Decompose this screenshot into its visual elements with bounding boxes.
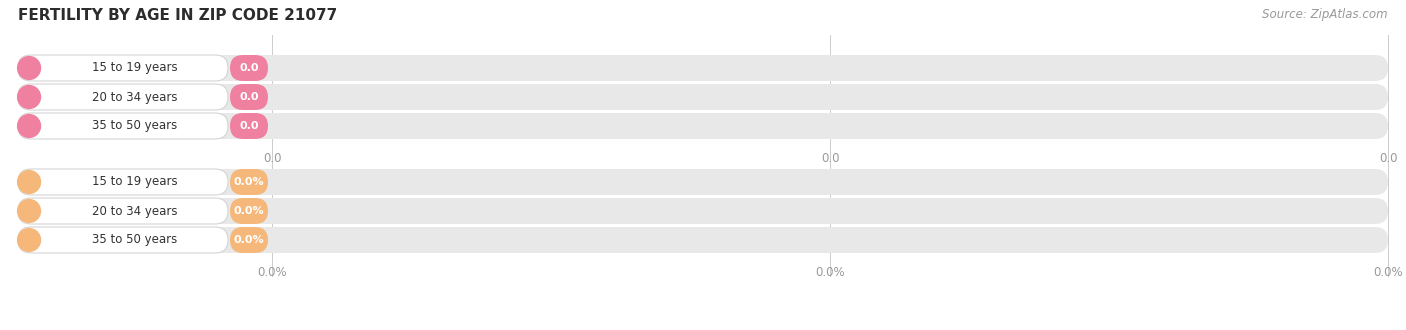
FancyBboxPatch shape: [18, 169, 1388, 195]
FancyBboxPatch shape: [18, 198, 228, 224]
Text: 0.0%: 0.0%: [233, 235, 264, 245]
Text: 0.0: 0.0: [1379, 152, 1398, 165]
Text: 35 to 50 years: 35 to 50 years: [91, 234, 177, 247]
Text: 0.0%: 0.0%: [815, 266, 845, 279]
Text: 35 to 50 years: 35 to 50 years: [91, 119, 177, 133]
Circle shape: [18, 115, 41, 137]
Text: 0.0: 0.0: [239, 92, 259, 102]
FancyBboxPatch shape: [18, 227, 228, 253]
Text: 0.0: 0.0: [263, 152, 281, 165]
Text: 0.0: 0.0: [239, 121, 259, 131]
FancyBboxPatch shape: [231, 198, 269, 224]
FancyBboxPatch shape: [231, 227, 269, 253]
Circle shape: [18, 200, 41, 222]
FancyBboxPatch shape: [18, 84, 228, 110]
Text: 0.0%: 0.0%: [1374, 266, 1403, 279]
FancyBboxPatch shape: [231, 84, 269, 110]
FancyBboxPatch shape: [231, 169, 269, 195]
Text: Source: ZipAtlas.com: Source: ZipAtlas.com: [1263, 8, 1388, 21]
Text: 0.0%: 0.0%: [233, 206, 264, 216]
Text: FERTILITY BY AGE IN ZIP CODE 21077: FERTILITY BY AGE IN ZIP CODE 21077: [18, 8, 337, 23]
Text: 0.0%: 0.0%: [257, 266, 287, 279]
FancyBboxPatch shape: [231, 55, 269, 81]
Text: 15 to 19 years: 15 to 19 years: [91, 61, 177, 75]
Text: 0.0%: 0.0%: [233, 177, 264, 187]
Text: 0.0: 0.0: [239, 63, 259, 73]
Text: 20 to 34 years: 20 to 34 years: [91, 205, 177, 217]
Text: 15 to 19 years: 15 to 19 years: [91, 176, 177, 188]
Circle shape: [18, 171, 41, 193]
FancyBboxPatch shape: [18, 55, 1388, 81]
Circle shape: [18, 85, 41, 109]
Text: 0.0: 0.0: [821, 152, 839, 165]
Text: 20 to 34 years: 20 to 34 years: [91, 90, 177, 104]
FancyBboxPatch shape: [18, 227, 1388, 253]
FancyBboxPatch shape: [18, 113, 1388, 139]
FancyBboxPatch shape: [18, 55, 228, 81]
FancyBboxPatch shape: [18, 84, 1388, 110]
FancyBboxPatch shape: [18, 198, 1388, 224]
Circle shape: [18, 229, 41, 251]
FancyBboxPatch shape: [18, 169, 228, 195]
Circle shape: [18, 56, 41, 80]
FancyBboxPatch shape: [231, 113, 269, 139]
FancyBboxPatch shape: [18, 113, 228, 139]
